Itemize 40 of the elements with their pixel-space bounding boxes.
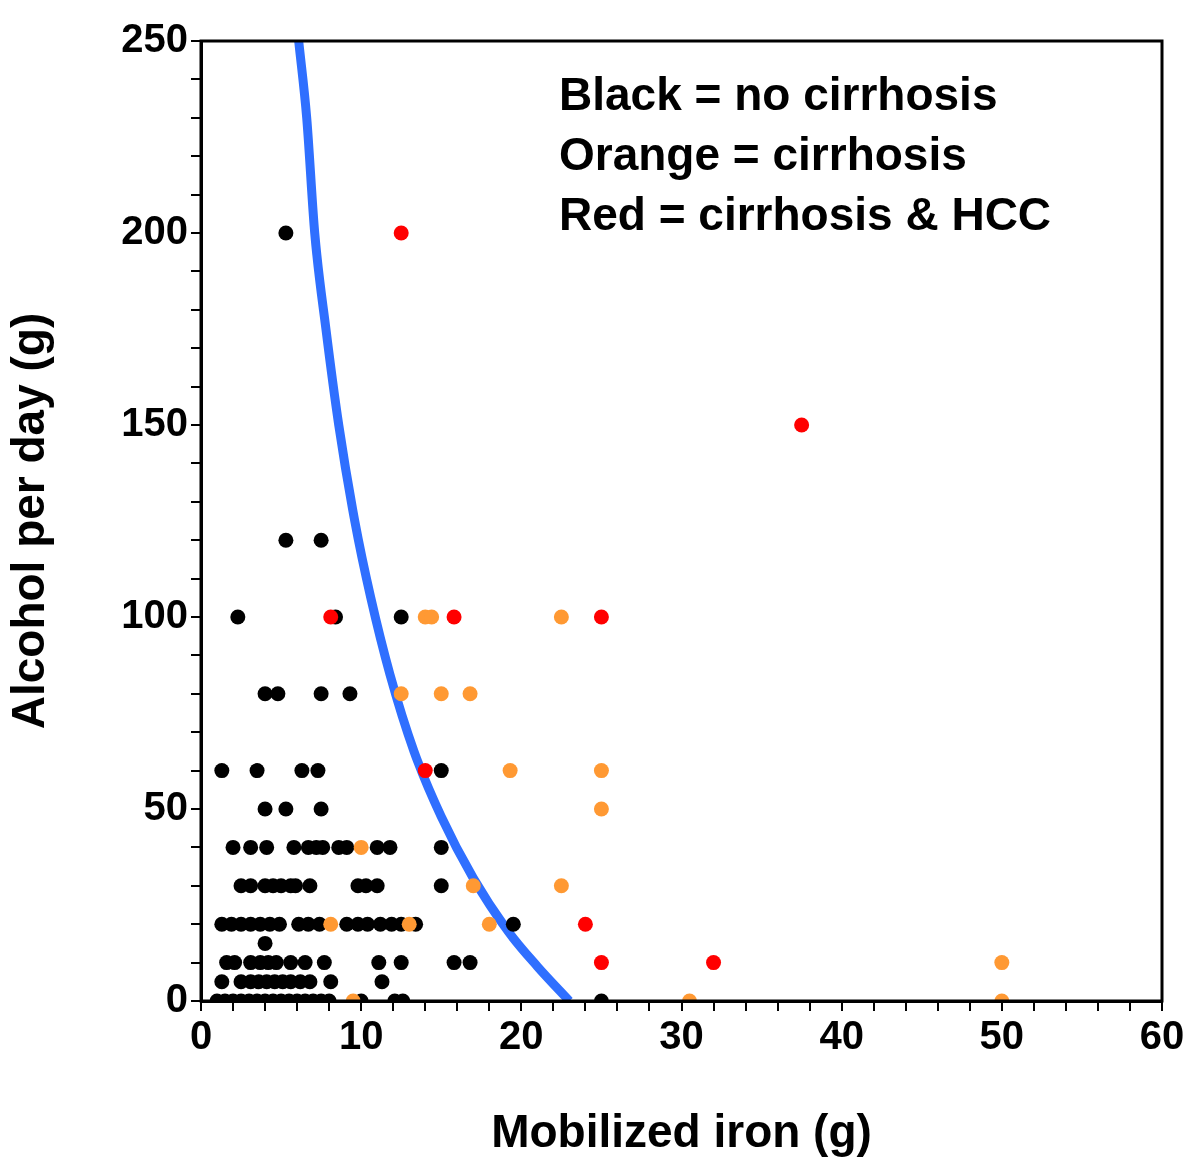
point — [553, 878, 569, 894]
point — [323, 916, 339, 932]
x-tick-label: 10 — [338, 1013, 384, 1058]
annotation: Red = cirrhosis & HCC — [559, 187, 1052, 240]
annotation: Black = no cirrhosis — [559, 67, 998, 120]
point — [481, 916, 497, 932]
point — [393, 225, 409, 241]
point — [433, 686, 449, 702]
annotation: Orange = cirrhosis — [559, 127, 967, 180]
x-tick-label: 60 — [1139, 1013, 1185, 1058]
x-axis-title: Mobilized iron (g) — [491, 1105, 872, 1158]
point — [593, 609, 609, 625]
point — [462, 686, 478, 702]
point — [323, 609, 339, 625]
point — [393, 686, 409, 702]
point — [553, 609, 569, 625]
x-tick-label: 30 — [659, 1013, 704, 1058]
point — [706, 955, 722, 971]
point — [593, 763, 609, 779]
point — [502, 763, 518, 779]
point — [401, 916, 417, 932]
point — [593, 955, 609, 971]
y-tick-label: 200 — [121, 208, 188, 253]
point — [593, 801, 609, 817]
y-axis-title: Alcohol per day (g) — [2, 312, 55, 730]
y-tick-label: 150 — [121, 400, 188, 445]
point — [994, 955, 1010, 971]
y-tick-label: 100 — [121, 592, 188, 637]
point — [417, 763, 433, 779]
point — [446, 609, 462, 625]
point — [577, 916, 593, 932]
y-tick-label: 50 — [143, 784, 188, 829]
x-tick-label: 40 — [819, 1013, 864, 1058]
point — [353, 839, 369, 855]
y-tick-label: 250 — [121, 16, 188, 61]
y-tick-label: 0 — [165, 976, 188, 1021]
x-tick-label: 50 — [979, 1013, 1025, 1058]
x-tick-label: 20 — [499, 1013, 544, 1058]
point — [794, 417, 810, 433]
point — [465, 878, 481, 894]
